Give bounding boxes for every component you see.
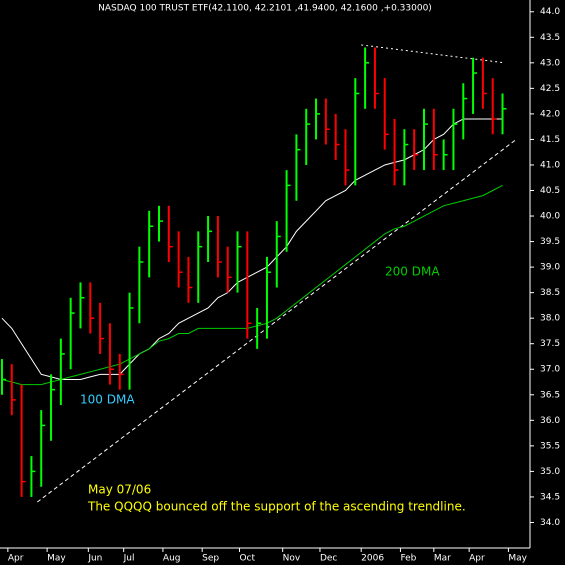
x-tick-label: Dec (320, 554, 337, 564)
x-tick-label: May (47, 554, 66, 564)
x-tick-label: Apr (469, 554, 485, 564)
y-tick-label: 37.0 (540, 365, 560, 375)
trendline (361, 44, 505, 64)
x-tick-label: Nov (283, 554, 301, 564)
x-tick-label: Jun (87, 554, 102, 564)
y-tick-label: 40.5 (540, 186, 560, 196)
y-tick-label: 40.0 (540, 212, 560, 222)
y-tick-label: 38.5 (540, 288, 560, 298)
annotation: The QQQQ bounced off the support of the … (87, 500, 466, 514)
y-tick-label: 38.0 (540, 314, 560, 324)
ma-label: 100 DMA (80, 393, 135, 407)
y-tick-label: 42.5 (540, 84, 560, 94)
y-tick-label: 34.5 (540, 492, 560, 502)
y-tick-label: 39.5 (540, 237, 560, 247)
y-tick-label: 44.0 (540, 7, 560, 17)
x-tick-label: Aug (163, 554, 181, 564)
x-tick-label: 2006 (361, 554, 384, 564)
chart-title: NASDAQ 100 TRUST ETF(42.1100, 42.2101 ,4… (98, 4, 432, 14)
y-tick-label: 36.0 (540, 416, 560, 426)
y-tick-label: 41.5 (540, 135, 560, 145)
moving-average (1, 118, 503, 380)
x-tick-label: Mar (434, 554, 451, 564)
y-tick-label: 42.0 (540, 109, 560, 119)
ma-label: 200 DMA (385, 265, 440, 279)
x-tick-label: Oct (239, 554, 255, 564)
y-tick-label: 41.0 (540, 160, 560, 170)
annotation: May 07/06 (88, 483, 151, 497)
y-tick-label: 43.0 (540, 58, 560, 68)
y-tick-label: 37.5 (540, 339, 560, 349)
y-tick-label: 35.5 (540, 441, 560, 451)
y-tick-label: 35.0 (540, 467, 560, 477)
x-tick-label: Apr (8, 554, 24, 564)
x-tick-label: Jul (123, 554, 135, 564)
x-tick-label: Feb (400, 554, 416, 564)
y-tick-label: 43.5 (540, 33, 560, 43)
x-tick-label: May (508, 554, 527, 564)
y-tick-label: 34.0 (540, 518, 560, 528)
y-tick-label: 39.0 (540, 263, 560, 273)
moving-average (1, 184, 503, 386)
trendline (36, 139, 517, 503)
x-tick-label: Sep (202, 554, 219, 564)
y-tick-label: 36.5 (540, 390, 560, 400)
